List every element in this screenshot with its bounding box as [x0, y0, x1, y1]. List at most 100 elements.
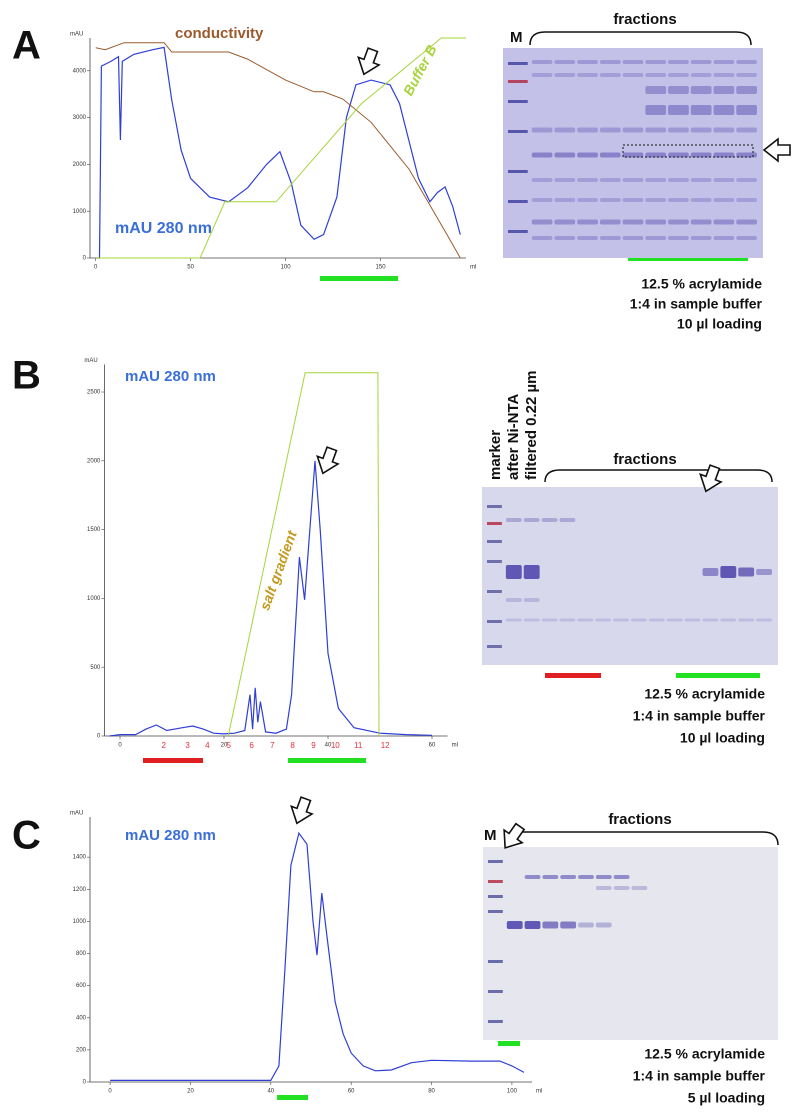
gel-band: [668, 178, 689, 182]
gel-band: [713, 236, 735, 240]
gel-band: [756, 618, 772, 622]
series-line: [110, 831, 525, 1081]
gel-band: [554, 198, 576, 202]
gel-band: [524, 875, 541, 879]
fraction-bar: [628, 256, 748, 261]
gel-band: [559, 618, 576, 622]
x-tick-label: 40: [267, 1089, 274, 1095]
gel-band: [684, 618, 701, 622]
lane-header: M: [510, 29, 523, 46]
gel-band: [577, 236, 598, 240]
gel-band: [599, 236, 621, 240]
gel-band: [599, 127, 621, 133]
fraction-label: 5: [226, 741, 231, 750]
gel-band: [577, 60, 598, 64]
gel-band: [523, 618, 540, 622]
x-axis-label: ml: [536, 1089, 542, 1095]
gel-band: [531, 178, 553, 182]
fraction-bar: [320, 276, 398, 281]
gel-band: [668, 60, 689, 64]
gel-band: [631, 618, 647, 622]
gel-band: [645, 60, 667, 64]
gel-band: [505, 598, 522, 602]
gel-band: [713, 219, 735, 225]
gel-band: [577, 219, 598, 225]
gel-band: [645, 86, 667, 94]
series-line: [109, 460, 433, 737]
gel-band: [648, 618, 665, 622]
gel-band: [668, 219, 689, 225]
gel-band: [736, 152, 757, 158]
gel-band: [554, 219, 576, 225]
gel-band: [720, 566, 737, 578]
y-tick-label: 0: [83, 256, 87, 262]
arrow: [357, 47, 381, 76]
gel-band: [542, 875, 559, 879]
gel-band: [542, 921, 559, 929]
gel-band: [613, 886, 630, 890]
series-label: Buffer B: [400, 42, 440, 98]
gel-band: [645, 178, 667, 182]
lane-label: marker: [487, 430, 504, 480]
series-line: [95, 46, 461, 259]
gel-band: [720, 618, 737, 622]
fraction-label: 9: [311, 741, 316, 750]
group-label: fractions: [608, 811, 671, 828]
x-tick-label: 0: [94, 265, 98, 271]
y-tick-label: 2000: [87, 458, 101, 464]
y-tick-label: 1400: [73, 855, 87, 861]
gel-band: [668, 152, 689, 158]
marker-band: [487, 522, 502, 525]
gel-band: [622, 73, 644, 77]
gel-band: [668, 127, 689, 133]
y-tick-label: 2500: [87, 390, 101, 396]
gel-band: [541, 618, 558, 622]
y-tick-label: 800: [76, 951, 87, 957]
gel-band: [622, 127, 644, 133]
series-label: salt gradient: [256, 527, 300, 612]
gel-band: [736, 127, 757, 133]
gel-band: [702, 618, 719, 622]
gel-band: [622, 219, 644, 225]
y-axis-label: mAU: [70, 32, 83, 38]
arrow: [503, 822, 526, 849]
marker-band: [508, 130, 528, 133]
gel-band: [736, 105, 757, 115]
gel-band: [702, 568, 719, 576]
gel-band: [506, 921, 523, 929]
marker-band: [508, 170, 528, 173]
gel-band: [690, 73, 712, 77]
y-axis-label: mAU: [84, 358, 97, 364]
marker-band: [487, 620, 502, 623]
gel-band: [595, 922, 612, 928]
fraction-label: 8: [290, 741, 295, 750]
gel-band: [599, 152, 621, 158]
marker-band: [487, 560, 502, 563]
group-label: fractions: [613, 11, 676, 28]
gel-band: [554, 152, 576, 158]
fraction-bar: [676, 673, 760, 678]
panel-label: A: [12, 24, 41, 68]
gel-band: [577, 152, 598, 158]
bracket: [504, 831, 779, 846]
gel-band: [736, 86, 757, 94]
gel-band: [690, 86, 712, 94]
marker-band: [488, 990, 503, 993]
y-tick-label: 400: [76, 1015, 87, 1021]
gel-band: [554, 73, 576, 77]
gel-band: [736, 219, 757, 225]
gel-band: [523, 565, 540, 579]
gel-band: [622, 178, 644, 182]
gel-band: [541, 518, 558, 522]
gel-band: [578, 922, 594, 928]
gel-band: [645, 105, 667, 115]
marker-band: [488, 860, 503, 863]
gel-band: [736, 198, 757, 202]
panel-label: B: [12, 354, 41, 398]
y-tick-label: 1000: [73, 919, 87, 925]
gel-band: [736, 73, 757, 77]
arrow: [290, 796, 314, 825]
marker-band: [508, 62, 528, 65]
gel-band: [595, 875, 612, 879]
gel-band: [599, 73, 621, 77]
